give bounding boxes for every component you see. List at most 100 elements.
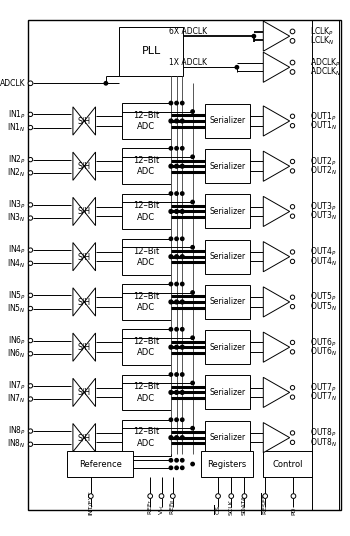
Circle shape — [290, 123, 295, 128]
Text: SCLK: SCLK — [229, 499, 234, 515]
Text: ADCLK$_P$: ADCLK$_P$ — [310, 56, 341, 69]
Circle shape — [28, 170, 33, 175]
Text: 12–Bit: 12–Bit — [133, 382, 160, 391]
Text: ADC: ADC — [137, 122, 155, 131]
Text: REF$_B$: REF$_B$ — [168, 498, 177, 515]
Circle shape — [28, 338, 33, 343]
Circle shape — [175, 459, 178, 462]
Circle shape — [180, 436, 184, 440]
Circle shape — [290, 60, 295, 65]
Circle shape — [290, 205, 295, 209]
Circle shape — [169, 300, 173, 304]
Text: ADC: ADC — [137, 213, 155, 221]
Bar — [122, 148, 171, 184]
Polygon shape — [263, 52, 290, 83]
Circle shape — [175, 373, 178, 376]
Text: OUT1$_P$: OUT1$_P$ — [310, 110, 337, 123]
Circle shape — [290, 159, 295, 163]
Circle shape — [175, 391, 178, 394]
Circle shape — [175, 466, 178, 470]
Text: Serializer: Serializer — [209, 207, 246, 216]
Text: ADC: ADC — [137, 258, 155, 267]
Polygon shape — [73, 288, 96, 316]
Circle shape — [175, 255, 178, 258]
Circle shape — [290, 29, 295, 34]
Bar — [122, 193, 171, 229]
Circle shape — [235, 65, 239, 69]
Text: IN6$_N$: IN6$_N$ — [7, 347, 26, 360]
Circle shape — [181, 418, 184, 421]
Circle shape — [175, 192, 178, 195]
Text: $\overline{\rm RESET}$: $\overline{\rm RESET}$ — [260, 493, 270, 515]
Circle shape — [175, 345, 178, 349]
Circle shape — [175, 237, 178, 241]
Text: ADCLK: ADCLK — [0, 79, 26, 88]
Text: 12–Bit: 12–Bit — [133, 428, 160, 436]
Circle shape — [191, 110, 194, 113]
Circle shape — [290, 304, 295, 309]
Circle shape — [175, 436, 178, 440]
Circle shape — [28, 429, 33, 433]
Circle shape — [28, 158, 33, 162]
Circle shape — [263, 494, 267, 498]
Circle shape — [290, 385, 295, 390]
Circle shape — [175, 210, 178, 213]
Circle shape — [28, 397, 33, 401]
Circle shape — [104, 81, 107, 85]
Circle shape — [169, 373, 173, 376]
Circle shape — [169, 391, 173, 394]
Text: IN3$_N$: IN3$_N$ — [7, 212, 26, 224]
Bar — [205, 149, 250, 183]
Text: IN1$_N$: IN1$_N$ — [7, 121, 26, 134]
Circle shape — [181, 192, 184, 195]
Text: S/H: S/H — [78, 207, 91, 216]
Text: V$_{ol}$: V$_{ol}$ — [157, 505, 166, 515]
Text: 12–Bit: 12–Bit — [133, 111, 160, 120]
Text: OUT5$_N$: OUT5$_N$ — [310, 300, 337, 313]
Text: 12–Bit: 12–Bit — [133, 247, 160, 256]
Circle shape — [290, 70, 295, 75]
Text: OUT4$_P$: OUT4$_P$ — [310, 245, 337, 258]
Text: S/H: S/H — [78, 162, 91, 170]
Text: Serializer: Serializer — [209, 116, 246, 125]
Circle shape — [169, 147, 173, 150]
Text: 12–Bit: 12–Bit — [133, 337, 160, 346]
Text: 12–Bit: 12–Bit — [133, 202, 160, 210]
Text: IN8$_N$: IN8$_N$ — [7, 438, 26, 450]
Text: OUT3$_N$: OUT3$_N$ — [310, 210, 337, 222]
Polygon shape — [263, 242, 290, 272]
Bar — [67, 451, 133, 477]
Polygon shape — [263, 287, 290, 317]
Text: OUT8$_P$: OUT8$_P$ — [310, 427, 337, 439]
Text: 1X ADCLK: 1X ADCLK — [169, 58, 207, 67]
Text: IN4$_P$: IN4$_P$ — [8, 244, 26, 256]
Circle shape — [169, 210, 173, 213]
Circle shape — [28, 293, 33, 297]
Text: Reference: Reference — [79, 459, 122, 468]
Bar — [119, 27, 183, 76]
Circle shape — [169, 282, 173, 286]
Polygon shape — [263, 151, 290, 181]
Circle shape — [180, 345, 184, 349]
Bar — [122, 239, 171, 274]
Circle shape — [169, 101, 173, 105]
Text: S/H: S/H — [78, 433, 91, 442]
Circle shape — [159, 494, 164, 498]
Circle shape — [181, 237, 184, 241]
Circle shape — [169, 418, 173, 421]
Circle shape — [169, 255, 173, 258]
Text: Serializer: Serializer — [209, 252, 246, 261]
Text: OUT8$_N$: OUT8$_N$ — [310, 436, 337, 449]
Circle shape — [181, 147, 184, 150]
Text: ADC: ADC — [137, 348, 155, 358]
Text: ADC: ADC — [137, 167, 155, 176]
Circle shape — [291, 494, 296, 498]
Text: IN5$_N$: IN5$_N$ — [7, 302, 26, 315]
Circle shape — [175, 300, 178, 304]
Bar — [205, 330, 250, 364]
Text: OUT6$_N$: OUT6$_N$ — [310, 346, 337, 358]
Polygon shape — [263, 196, 290, 227]
Circle shape — [175, 327, 178, 331]
Text: 6X ADCLK: 6X ADCLK — [169, 27, 207, 36]
Text: LCLK$_N$: LCLK$_N$ — [310, 35, 335, 47]
